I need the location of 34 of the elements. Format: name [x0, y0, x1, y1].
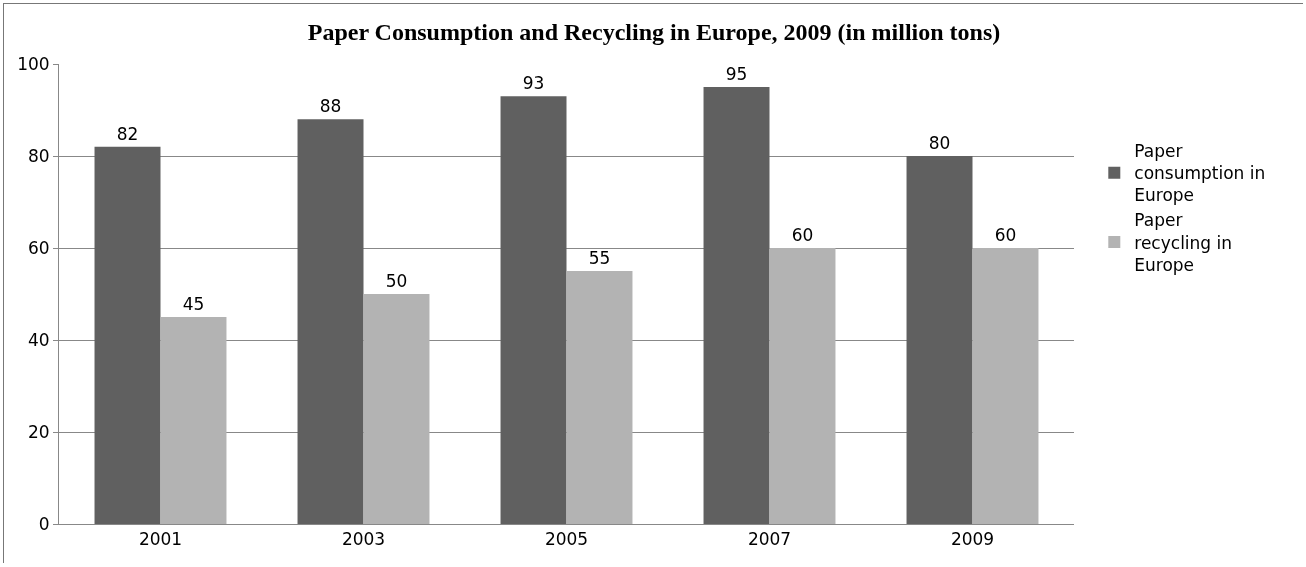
data-label: 60 — [791, 225, 814, 245]
x-tick-label: 2005 — [544, 529, 589, 550]
y-tick-label: 60 — [27, 237, 50, 258]
bar — [769, 248, 836, 524]
y-tick-label: 40 — [27, 329, 50, 350]
data-label: 45 — [182, 294, 205, 314]
x-tick-label: 2007 — [747, 529, 792, 550]
legend-label: Paper recycling in Europe — [1134, 210, 1233, 275]
y-tick-label: 80 — [27, 145, 50, 166]
data-label: 82 — [116, 123, 139, 144]
data-label: 50 — [385, 271, 408, 291]
bar — [566, 271, 633, 524]
data-label: 80 — [928, 133, 951, 153]
data-label: 55 — [588, 248, 611, 268]
bar — [363, 294, 430, 524]
bar — [972, 248, 1039, 524]
y-tick-label: 20 — [27, 421, 50, 442]
y-tick-label: 0 — [38, 513, 50, 534]
data-label: 95 — [725, 64, 748, 84]
bar — [94, 146, 161, 524]
data-label: 93 — [522, 73, 545, 94]
bar — [500, 96, 567, 524]
bar — [703, 87, 770, 524]
x-tick-label: 2001 — [138, 529, 183, 550]
x-tick-label: 2009 — [950, 529, 995, 550]
data-label: 88 — [319, 96, 342, 117]
x-tick-label: 2003 — [341, 529, 386, 550]
bar — [160, 317, 227, 524]
bar — [906, 156, 973, 524]
data-label: 60 — [994, 225, 1017, 245]
chart-title: Paper Consumption and Recycling in Europe, 2009 (in million tons) — [307, 19, 1001, 46]
bar — [297, 119, 364, 524]
legend-label: Paper consumption in Europe — [1134, 141, 1266, 206]
y-tick-label: 100 — [17, 53, 50, 74]
